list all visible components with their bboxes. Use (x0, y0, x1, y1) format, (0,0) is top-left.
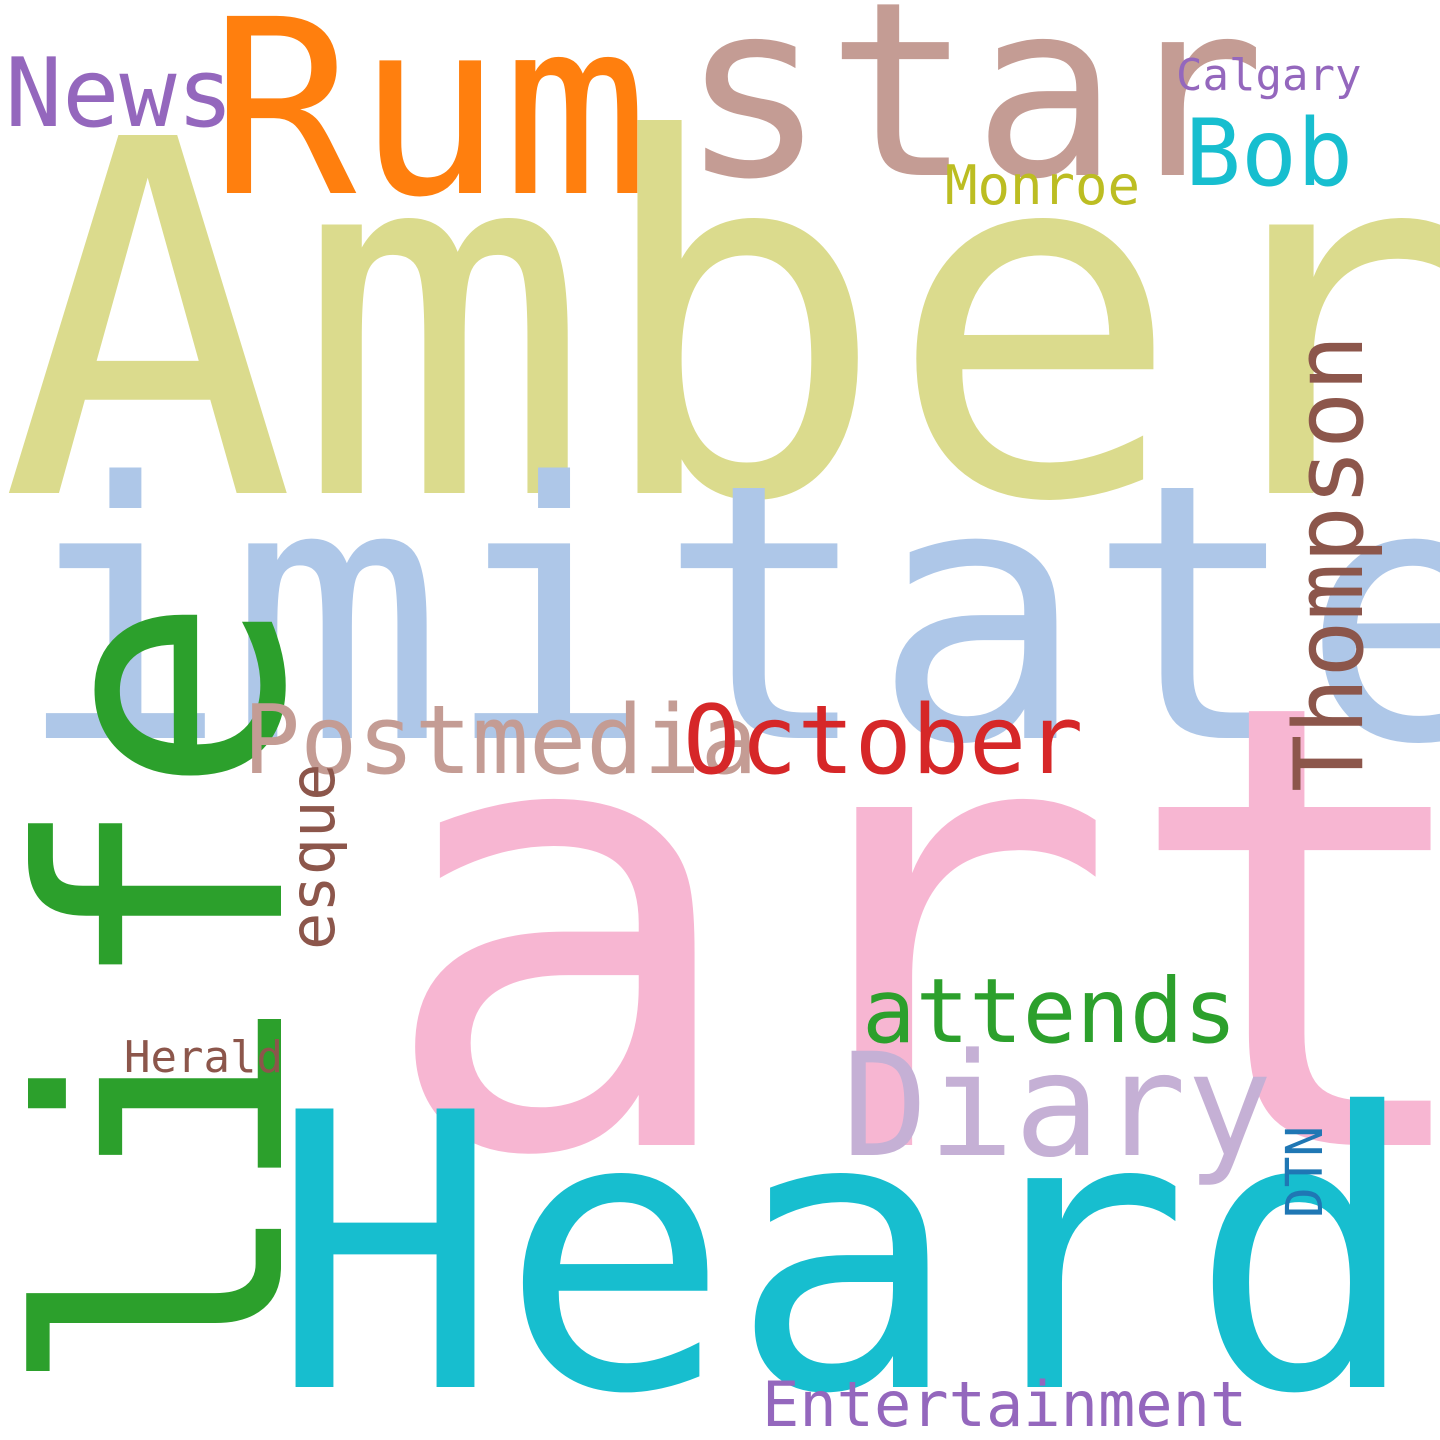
word-calgary: Calgary (1176, 50, 1362, 101)
word-imitate: imitate (15, 408, 1440, 822)
word-esque: esque (276, 763, 349, 950)
word-postmedia: Postmedia (243, 686, 758, 796)
word-art: art (375, 571, 1440, 1291)
word-heard: Heard (270, 1033, 1420, 1440)
word-life: life (0, 595, 360, 1397)
word-diary: Diary (842, 1022, 1273, 1189)
word-attends: attends (862, 959, 1238, 1063)
word-herald: Herald (124, 1032, 283, 1083)
word-news: News (5, 39, 234, 149)
word-dtn: DTN (1276, 1125, 1335, 1218)
word-star: star (680, 0, 1266, 233)
word-amber: Amber (0, 37, 1440, 609)
word-bob: Bob (1185, 99, 1353, 207)
word-october: October (683, 686, 1084, 796)
word-entertainment: Entertainment (762, 1368, 1248, 1440)
word-monroe: Monroe (945, 154, 1141, 217)
word-thompson: Thompson (1275, 334, 1385, 792)
word-rum: Rum (210, 0, 649, 251)
